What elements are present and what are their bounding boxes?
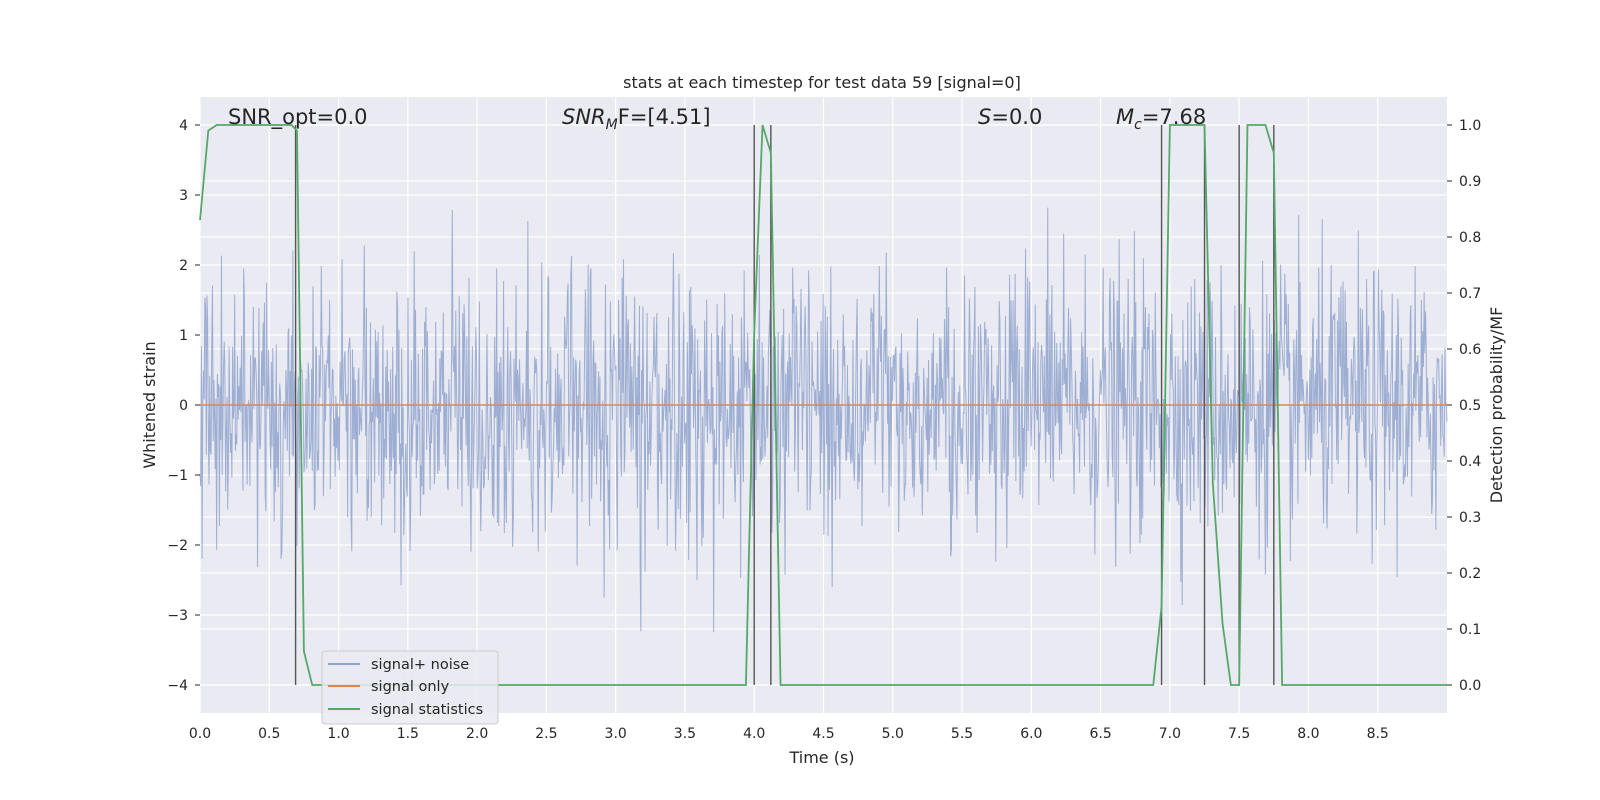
x-tick-label: 6.0 — [1020, 726, 1042, 742]
x-tick-label: 0.5 — [258, 726, 280, 742]
y-left-tick-label: −4 — [167, 678, 188, 694]
y-axis-label-left: Whitened strain — [140, 341, 159, 468]
annotation-snr-mf: SNRMF=[4.51] — [562, 105, 711, 133]
y-left-tick-label: −1 — [167, 468, 188, 484]
y-left-tick-label: 1 — [179, 328, 188, 344]
x-tick-label: 3.5 — [674, 726, 696, 742]
x-tick-label: 1.5 — [397, 726, 419, 742]
x-tick-label: 1.0 — [327, 726, 349, 742]
x-axis-label: Time (s) — [788, 748, 854, 767]
x-tick-label: 8.0 — [1297, 726, 1319, 742]
y-right-tick-label: 0.2 — [1459, 566, 1481, 582]
y-right-tick-label: 0.9 — [1459, 174, 1481, 190]
x-tick-label: 5.0 — [882, 726, 904, 742]
y-left-tick-label: 2 — [179, 258, 188, 274]
y-right-tick-label: 0.3 — [1459, 510, 1481, 526]
y-left-tick-label: 4 — [179, 118, 188, 134]
annotation-snr-opt: SNR_opt=0.0 — [228, 105, 368, 130]
x-tick-labels: 0.0 0.5 1.0 1.5 2.0 2.5 3.0 3.5 4.0 4.5 5.0 5.5 6.0 6… — [189, 726, 1389, 742]
x-tick-label: 2.0 — [466, 726, 488, 742]
x-tick-label: 4.5 — [812, 726, 834, 742]
y-axis-label-right: Detection probability/MF — [1487, 307, 1506, 504]
annotation-s: S=0.0 — [978, 105, 1042, 129]
stats-series — [199, 124, 1447, 686]
y-right-tick-label: 1.0 — [1459, 118, 1481, 134]
legend-label-noise: signal+ noise — [371, 657, 469, 673]
y-right-tick-label: 0.5 — [1459, 398, 1481, 414]
y-left-tick-labels: −4 −3 −2 −1 0 1 2 3 4 — [167, 118, 200, 694]
x-tick-label: 2.5 — [535, 726, 557, 742]
y-left-tick-label: −3 — [167, 608, 188, 624]
x-tick-label: 7.5 — [1228, 726, 1250, 742]
legend-label-stats: signal statistics — [371, 702, 483, 718]
y-right-tick-label: 0.8 — [1459, 230, 1481, 246]
y-right-tick-label: 0.4 — [1459, 454, 1481, 470]
y-left-tick-label: −2 — [167, 538, 188, 554]
y-right-tick-label: 0.0 — [1459, 678, 1481, 694]
x-tick-label: 4.0 — [743, 726, 765, 742]
y-right-tick-label: 0.1 — [1459, 622, 1481, 638]
annotation-mc: Mc=7.68 — [1116, 105, 1206, 133]
y-left-tick-label: 3 — [179, 188, 188, 204]
legend-label-signal: signal only — [371, 679, 450, 695]
legend: signal+ noise signal only signal statist… — [321, 650, 499, 725]
y-right-tick-labels: 0.0 0.1 0.2 0.3 0.4 0.5 0.6 0.7 0.8 0.9 1.0 — [1447, 118, 1481, 694]
y-left-tick-label: 0 — [179, 398, 188, 414]
y-right-tick-label: 0.7 — [1459, 286, 1481, 302]
x-tick-label: 5.5 — [951, 726, 973, 742]
x-tick-label: 6.5 — [1089, 726, 1111, 742]
x-tick-label: 8.5 — [1367, 726, 1389, 742]
series-signal-statistics — [199, 124, 1447, 686]
legend-box — [321, 650, 499, 725]
x-tick-label: 0.0 — [189, 726, 211, 742]
chart-title: stats at each timestep for test data 59 … — [623, 73, 1021, 92]
y-right-tick-label: 0.6 — [1459, 342, 1481, 358]
x-tick-label: 7.0 — [1159, 726, 1181, 742]
x-tick-label: 3.0 — [605, 726, 627, 742]
